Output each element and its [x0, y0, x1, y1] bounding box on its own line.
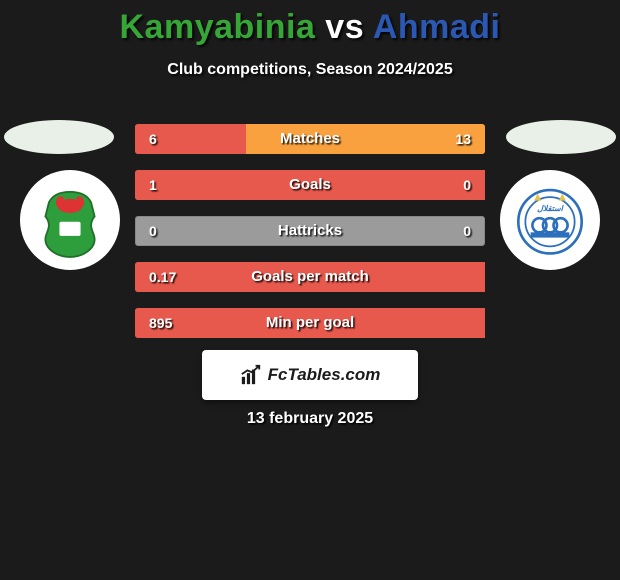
stat-row: Min per goal895 [135, 308, 485, 338]
stat-value-right: 13 [455, 124, 471, 154]
stat-label: Hattricks [135, 216, 485, 246]
stat-value-left: 6 [149, 124, 157, 154]
branding-text: FcTables.com [268, 365, 381, 385]
chart-icon [240, 364, 262, 386]
stat-row: Goals1 0 [135, 170, 485, 200]
player2-name: Ahmadi [373, 8, 501, 46]
flag-left [4, 120, 114, 154]
stats-table: Matches613Goals10Hattricks00Goals per ma… [135, 124, 485, 354]
stat-label: Goals per match [135, 262, 485, 292]
stat-value-left: 0 [149, 216, 157, 246]
stat-value-right: 0 [463, 216, 471, 246]
subtitle: Club competitions, Season 2024/2025 [0, 61, 620, 79]
stat-value-right: 0 [463, 170, 471, 200]
page-title: Kamyabinia vs Ahmadi [0, 0, 620, 47]
branding-badge[interactable]: FcTables.com [202, 350, 418, 400]
stat-label: Goals [135, 170, 485, 200]
vs-text: vs [315, 8, 372, 46]
stat-value-left: 895 [149, 308, 172, 338]
date-text: 13 february 2025 [0, 410, 620, 428]
stat-value-left: 1 [149, 170, 157, 200]
svg-text:ﺍﺳﺘﻘﻼﻝ: ﺍﺳﺘﻘﻼﻝ [537, 204, 564, 213]
club-logo-right: ﺍﺳﺘﻘﻼﻝ [500, 170, 600, 270]
stat-row: Matches6 13 [135, 124, 485, 154]
stat-value-left: 0.17 [149, 262, 176, 292]
flag-right [506, 120, 616, 154]
stat-label: Min per goal [135, 308, 485, 338]
club-logo-left [20, 170, 120, 270]
stat-label: Matches [135, 124, 485, 154]
stat-row: Hattricks0 0 [135, 216, 485, 246]
stat-row: Goals per match0.17 [135, 262, 485, 292]
player1-name: Kamyabinia [120, 8, 316, 46]
